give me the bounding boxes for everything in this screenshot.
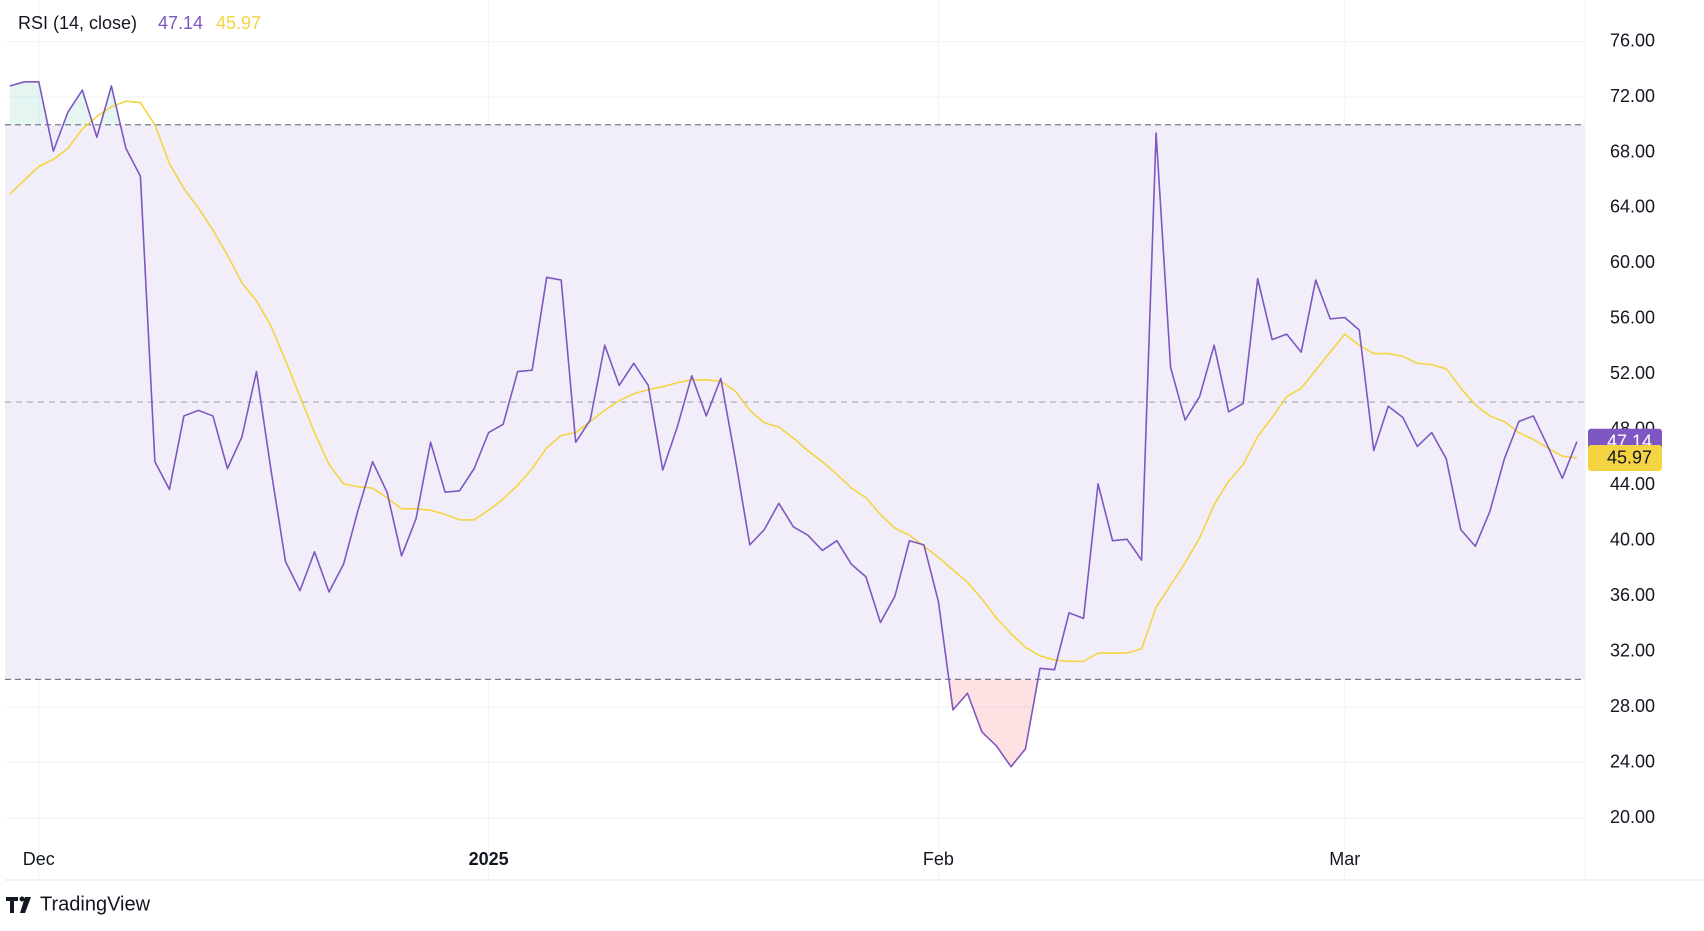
y-tick-label: 44.00 <box>1610 474 1655 494</box>
x-tick-label: Mar <box>1329 849 1360 869</box>
y-tick-label: 20.00 <box>1610 807 1655 827</box>
brand: TradingView <box>40 893 151 915</box>
last-value-badge <box>1588 444 1662 471</box>
y-tick-label: 36.00 <box>1610 585 1655 605</box>
x-tick-label: Feb <box>923 849 954 869</box>
y-tick-label: 40.00 <box>1610 529 1655 549</box>
y-tick-label: 24.00 <box>1610 751 1655 771</box>
y-tick-label: 68.00 <box>1610 141 1655 161</box>
series-line <box>9 100 1577 663</box>
y-tick-label: 64.00 <box>1610 197 1655 217</box>
y-tick-label: 32.00 <box>1610 640 1655 660</box>
y-tick-label: 28.00 <box>1610 696 1655 716</box>
indicator-title: RSI (14, close) <box>18 13 137 33</box>
ma-value: 45.97 <box>216 13 261 33</box>
y-tick-label: 60.00 <box>1610 252 1655 272</box>
last-value-label: 45.97 <box>1607 448 1652 468</box>
y-tick-label: 52.00 <box>1610 363 1655 383</box>
y-tick-label: 72.00 <box>1610 86 1655 106</box>
x-tick-label: 2025 <box>469 849 509 869</box>
rsi-value: 47.14 <box>158 13 203 33</box>
band-fill <box>5 124 1585 680</box>
x-tick-label: Dec <box>23 849 55 869</box>
plot-area <box>5 0 1585 880</box>
logo <box>6 896 31 913</box>
series-line <box>9 81 1578 768</box>
y-tick-label: 56.00 <box>1610 308 1655 328</box>
y-tick-label: 76.00 <box>1610 30 1655 50</box>
